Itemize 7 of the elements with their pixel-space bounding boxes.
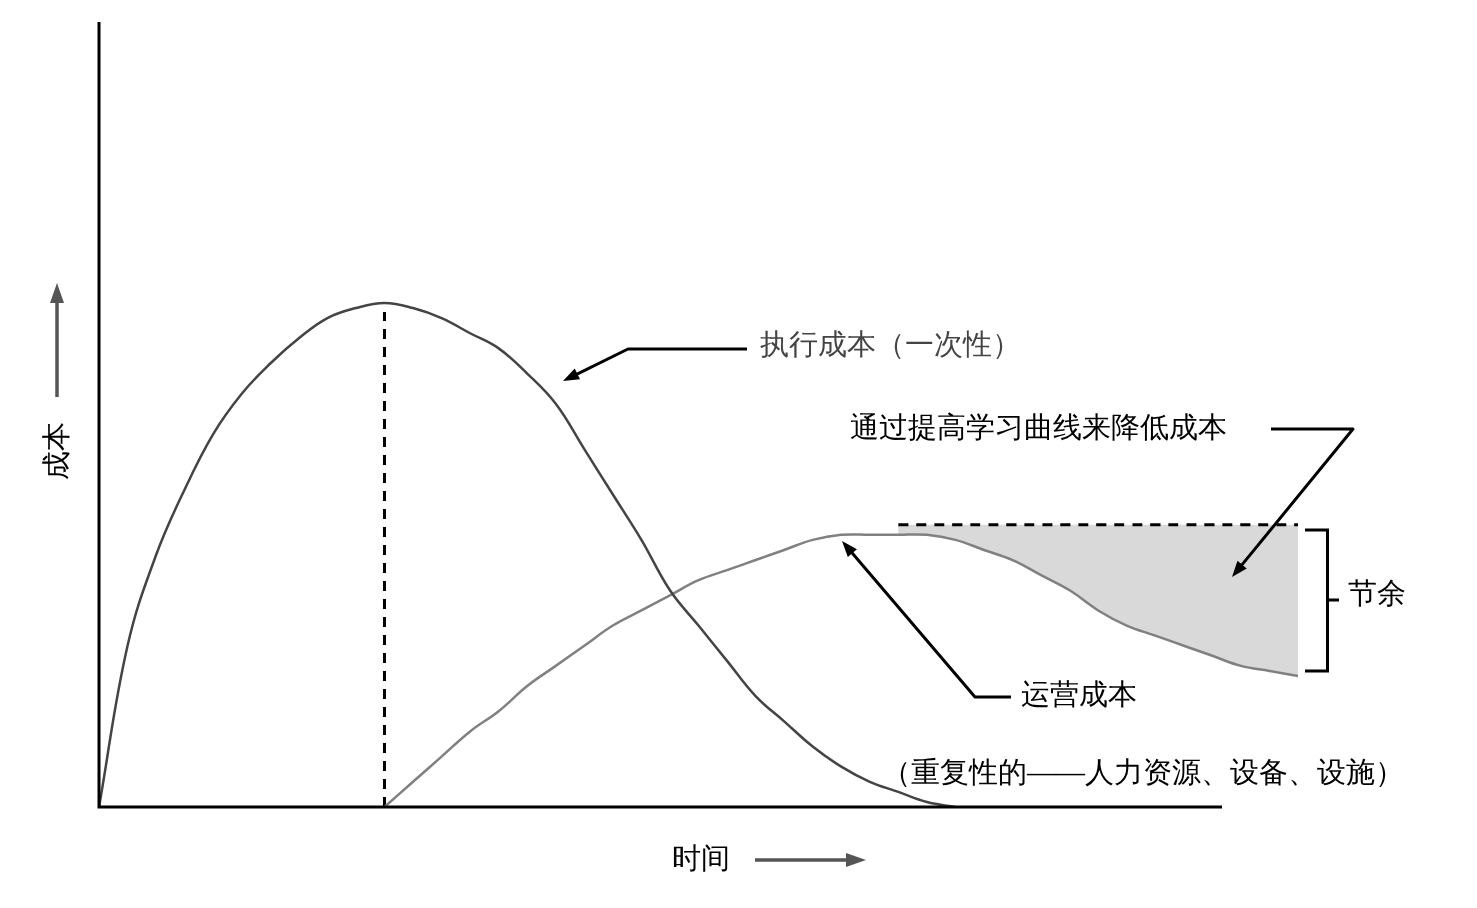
text: 执行成本（一次性） xyxy=(760,328,1021,361)
annotation: （重复性的——人力资源、设备、设施） xyxy=(882,756,1404,789)
series-label: 运营成本 xyxy=(1021,678,1137,711)
annotation: 通过提高学习曲线来降低成本 xyxy=(850,411,1227,444)
text: 节余 xyxy=(1348,577,1406,610)
x-axis-title: 时间 xyxy=(672,842,730,875)
y-axis-title: 成本 xyxy=(40,422,73,480)
